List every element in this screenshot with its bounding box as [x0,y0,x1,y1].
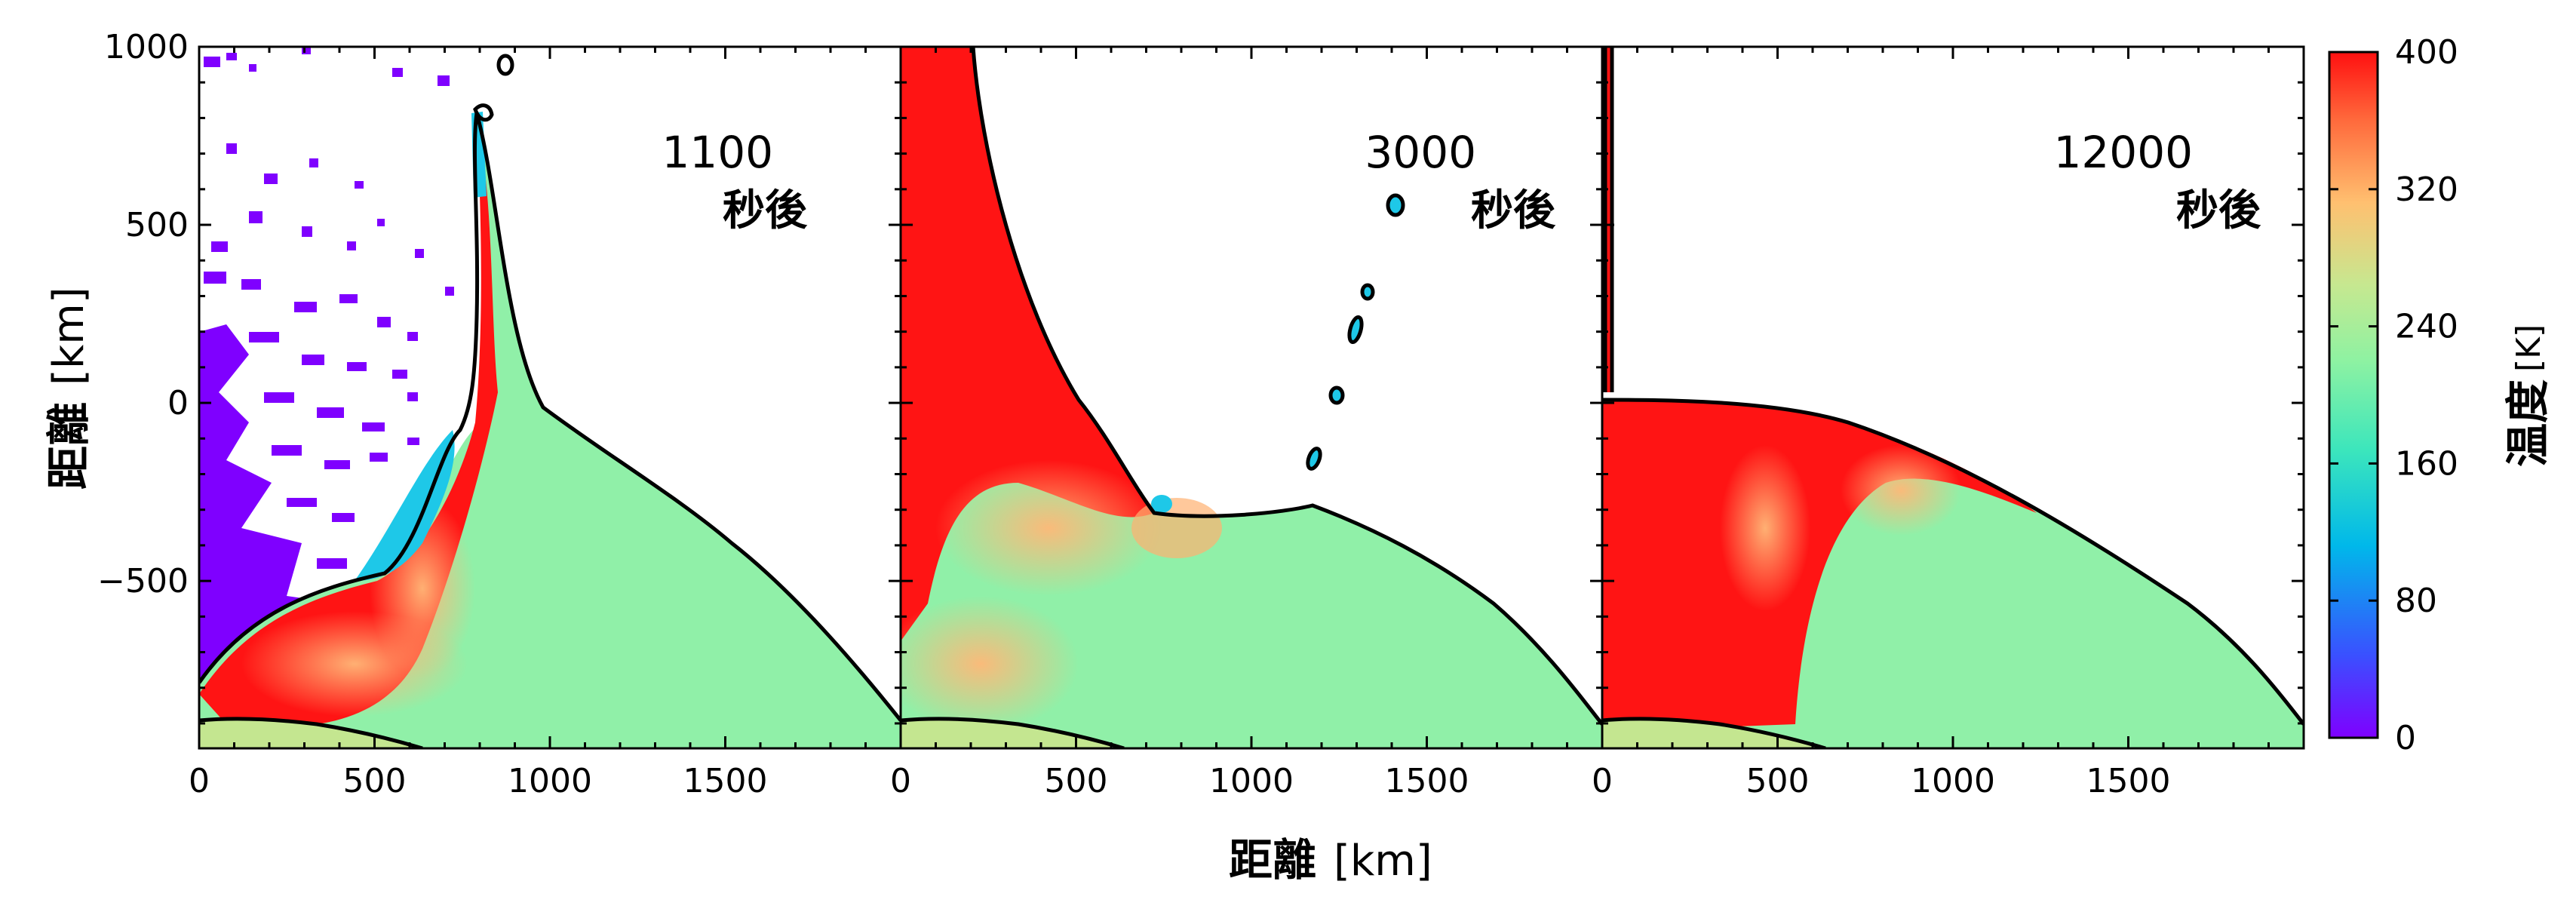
panel-2-unit: 秒後 [1471,186,1556,235]
x-tick-label: 0 [890,762,911,800]
colorbar-tick-labels: 0 80 160 240 320 400 [2395,33,2458,757]
x-tick-labels: 0 500 1000 1500 0 500 1000 1500 0 500 1000 1500 [189,762,2170,800]
panel-3 [1602,47,2304,748]
colorbar-tick-label: 240 [2395,308,2458,346]
hot-region-3 [1602,400,2037,732]
x-axis-unit: [km] [1334,837,1432,886]
colorbar [2328,51,2379,739]
x-tick-label: 500 [343,762,407,800]
y-tick-labels: −500 0 500 1000 [97,28,189,600]
x-tick-label: 1500 [683,762,768,800]
panel-3-time: 12000 [2053,127,2193,178]
x-tick-label: 1500 [1385,762,1469,800]
x-tick-label: 0 [1592,762,1613,800]
y-tick-label: 0 [167,384,189,422]
panel-1-unit: 秒後 [723,186,808,235]
x-tick-label: 1000 [1911,762,1995,800]
x-tick-label: 500 [1746,762,1810,800]
cyan-region-1 [355,430,455,581]
panel-2-time: 3000 [1365,127,1476,178]
x-tick-label: 1000 [508,762,592,800]
colorbar-tick-label: 160 [2395,444,2458,483]
x-tick-label: 500 [1045,762,1108,800]
x-tick-label: 1500 [2086,762,2171,800]
colorbar-unit: [K] [2510,324,2548,372]
colorbar-ticks [2329,51,2378,739]
cold-debris-1 [199,47,454,679]
x-tick-label: 1000 [1209,762,1294,800]
y-tick-label: 1000 [104,28,189,66]
axis-ticks [198,45,2304,748]
x-axis-label: 距離 [1229,834,1316,886]
planet-surface-2 [901,718,1124,748]
y-tick-label: −500 [97,562,189,600]
panel-1-time: 1100 [662,127,773,178]
colorbar-tick-label: 400 [2395,33,2458,72]
colorbar-tick-label: 80 [2395,582,2437,620]
y-axis-unit: [km] [45,287,94,385]
x-tick-label: 0 [189,762,210,800]
planet-surface-3 [1602,718,1825,748]
y-tick-label: 500 [125,206,189,244]
y-axis-label: 距離 [43,402,94,490]
colorbar-tick-label: 0 [2395,719,2416,757]
colorbar-label: 温度 [2502,379,2553,467]
panel-3-unit: 秒後 [2176,186,2261,235]
panel-2 [901,47,1602,748]
colorbar-tick-label: 320 [2395,170,2458,209]
planet-surface-1 [199,718,422,748]
panel-1 [199,47,901,748]
cyan-region-2 [1151,495,1172,513]
